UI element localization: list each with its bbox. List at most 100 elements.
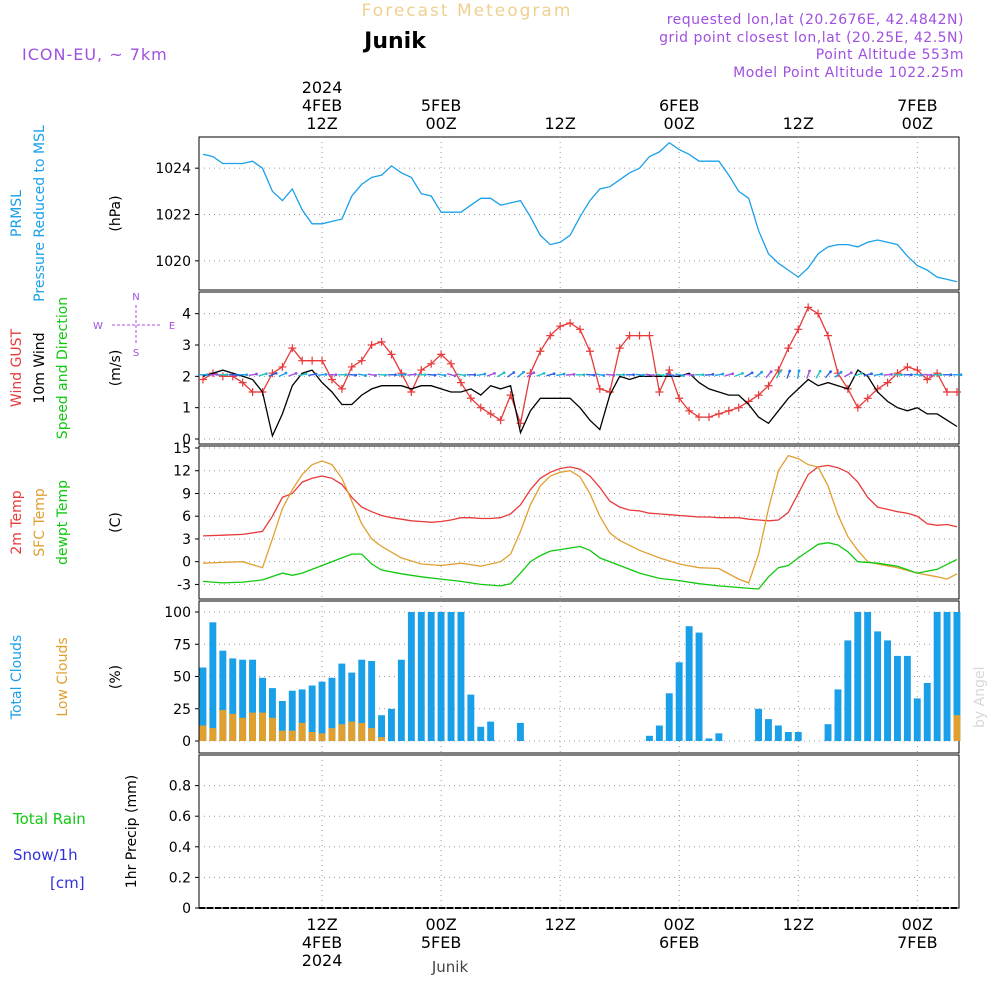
y-tick-label: 50 [173, 670, 191, 686]
wind-arrow-head [849, 371, 853, 375]
wind-arrow-head [592, 373, 596, 377]
wind-arrow-head [651, 374, 655, 377]
bottom-time-label: 2024 [302, 951, 343, 970]
gust-marker [327, 375, 336, 384]
gust-marker [814, 309, 823, 318]
wind-arrow-head [612, 373, 616, 377]
series-line-dewpt-temp [202, 542, 958, 590]
gust-marker [734, 403, 743, 412]
y-tick-label: 1022 [155, 208, 191, 224]
wind-frame [198, 291, 960, 445]
low-cloud-bar [249, 712, 256, 741]
total-cloud-bar [239, 659, 247, 741]
top-time-label: 2024 [302, 78, 343, 97]
gust-marker [724, 406, 733, 415]
total-cloud-bar [259, 677, 266, 741]
total-cloud-bar [933, 612, 941, 741]
total-cloud-bar [755, 708, 762, 742]
wind-arrow-head [711, 373, 715, 376]
total-cloud-bar [378, 715, 385, 741]
wind-arrow-head [205, 373, 209, 377]
gust-marker [645, 331, 654, 340]
wind-arrow-head [779, 369, 782, 373]
compass-w: W [93, 321, 103, 332]
total-cloud-bar [298, 689, 306, 741]
total-cloud-bar [487, 721, 495, 741]
wind-arrow-head [562, 372, 566, 376]
total-cloud-bar [467, 694, 475, 741]
wind-ylabel: (m/s) [108, 350, 124, 387]
total-cloud-bar [953, 612, 961, 741]
y-tick-label: 9 [182, 486, 191, 502]
grid-coords: grid point closest lon,lat (20.25E, 42.5… [659, 30, 964, 46]
total-cloud-bar [913, 698, 921, 741]
wind-arrow-head [870, 372, 873, 376]
model-altitude: Model Point Altitude 1022.25m [733, 65, 964, 81]
total-cloud-bar [308, 685, 316, 741]
series-line-sfc-temp [202, 454, 958, 584]
precip-label-snow: Snow/1h [13, 846, 78, 864]
y-tick-label: 0 [182, 734, 191, 750]
panel-precip: 0 0.2 0.4 0.6 0.8 Total Rain Snow/1h [cm] 1hr Pr… [12, 754, 960, 917]
bottom-time-label: 4FEB [302, 933, 342, 952]
wind-arrow-head [959, 373, 963, 377]
credit-watermark: by Angel [972, 667, 988, 728]
wind-arrow-head [642, 373, 645, 377]
total-cloud-bar [269, 688, 276, 741]
wind-arrow-head [860, 371, 863, 375]
wind-arrow-head [788, 369, 792, 373]
wind-arrow-head [453, 374, 457, 378]
wind-arrow-head [880, 372, 883, 376]
total-cloud-bar [765, 719, 772, 741]
wind-arrow-head [839, 370, 843, 374]
total-cloud-bar [278, 701, 286, 741]
gust-marker [486, 409, 495, 418]
wind-arrow-head [294, 371, 298, 375]
compass-s: S [133, 348, 139, 359]
low-cloud-bar [308, 732, 316, 741]
precip-ylabel: 1hr Precip (mm) [124, 775, 140, 888]
total-cloud-bar [517, 722, 524, 741]
wind-label-0: Wind GUST [9, 328, 25, 407]
total-cloud-bar [219, 650, 227, 741]
wind-arrow-head [622, 373, 626, 377]
wind-arrow-head [919, 373, 923, 377]
gust-marker [794, 325, 803, 334]
total-cloud-bar [288, 690, 296, 741]
gust-marker [804, 303, 813, 312]
low-cloud-bar [269, 717, 276, 741]
wind-arrow-head [413, 373, 417, 376]
gust-marker [893, 369, 902, 378]
gust-marker [566, 319, 575, 328]
wind-arrow-head [304, 372, 308, 376]
wind-arrow-head [582, 373, 586, 377]
wind-arrow-head [512, 371, 516, 374]
low-cloud-bar [368, 728, 376, 741]
total-cloud-bar [427, 612, 435, 741]
total-cloud-bar [884, 640, 891, 741]
y-tick-label: 1024 [155, 161, 191, 177]
bottom-time-label: 7FEB [897, 933, 937, 952]
total-cloud-bar [199, 667, 207, 741]
gust-marker [417, 366, 426, 375]
top-time-label: 7FEB [897, 96, 937, 115]
point-altitude: Point Altitude 553m [816, 47, 964, 63]
total-cloud-bar [705, 738, 713, 741]
compass-e: E [169, 321, 175, 332]
pressure-label-1: Pressure Reduced to MSL [32, 125, 48, 302]
wind-arrow-head [404, 373, 407, 376]
total-cloud-bar [784, 732, 792, 741]
gust-marker [427, 359, 436, 368]
wind-arrow-head [900, 373, 903, 377]
low-cloud-bar [348, 721, 356, 741]
gust-marker [248, 388, 257, 396]
gust-marker [615, 344, 624, 353]
compass-n: N [132, 292, 139, 303]
requested-coords: requested lon,lat (20.2676E, 42.4842N) [667, 12, 964, 28]
low-cloud-bar [298, 722, 306, 741]
total-cloud-bar [417, 612, 425, 741]
gust-marker [665, 366, 674, 375]
clouds-label-0: Total Clouds [9, 635, 25, 720]
